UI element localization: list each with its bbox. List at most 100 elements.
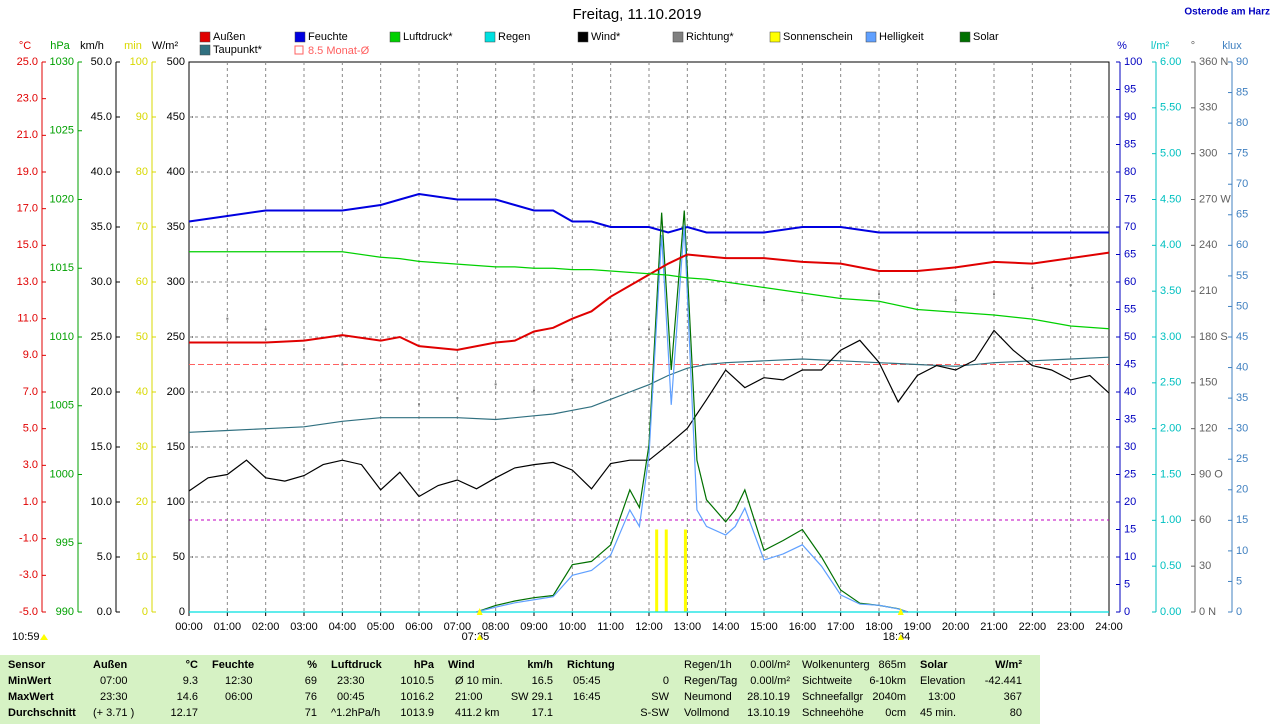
sunshine-bar	[683, 529, 687, 612]
y-tick-label: 50	[136, 331, 148, 343]
axis-unit: W/m²	[152, 40, 179, 52]
y-tick-label: 0	[1236, 606, 1242, 618]
table-cell: 12:30	[225, 675, 253, 687]
direction-dot	[264, 328, 267, 331]
x-tick-label: 21:00	[980, 621, 1008, 633]
y-tick-label: 25	[1236, 453, 1248, 465]
y-tick-label: 200	[167, 386, 185, 398]
y-tick-label: -3.0	[19, 569, 38, 581]
y-tick-label: 500	[167, 56, 185, 68]
series-line	[188, 192, 1109, 234]
table-cell: Richtung	[567, 659, 615, 671]
y-tick-label: 4.50	[1160, 193, 1181, 205]
legend-label: Luftdruck*	[403, 31, 453, 43]
y-tick-label: 1.00	[1160, 514, 1181, 526]
x-tick-label: 04:00	[329, 621, 357, 633]
y-tick-label: 2.00	[1160, 423, 1181, 435]
y-tick-label: 1030	[50, 56, 74, 68]
x-tick-label: 13:00	[674, 621, 702, 633]
y-tick-label: 70	[1236, 178, 1248, 190]
direction-dot	[686, 308, 689, 311]
table-cell: Luftdruck	[331, 659, 383, 671]
y-tick-label: 80	[1236, 117, 1248, 129]
table-cell: 1016.2	[400, 691, 434, 703]
direction-dot	[839, 294, 842, 297]
table-cell: Vollmond	[684, 707, 729, 719]
table-cell: Schneehöhe	[802, 707, 864, 719]
location: Osterode am Harz	[1184, 7, 1270, 18]
y-tick-label: 350	[167, 221, 185, 233]
y-tick-label: 17.0	[17, 203, 38, 215]
y-tick-label: 300	[167, 276, 185, 288]
y-tick-label: 450	[167, 111, 185, 123]
y-tick-label: 120	[1199, 423, 1217, 435]
table-cell: 45 min.	[920, 707, 956, 719]
y-tick-label: 55	[1236, 270, 1248, 282]
y-tick-label: 70	[1124, 221, 1136, 233]
table-cell: 80	[1010, 707, 1022, 719]
y-tick-label: 30	[1236, 423, 1248, 435]
direction-dot	[571, 378, 574, 381]
table-cell: Wind	[448, 659, 475, 671]
table-cell: 367	[1004, 691, 1022, 703]
y-tick-label: 3.0	[23, 459, 38, 471]
y-tick-label: 60	[1236, 239, 1248, 251]
y-tick-label: 0	[179, 606, 185, 618]
y-tick-label: 60	[1199, 514, 1211, 526]
y-tick-label: 25.0	[17, 56, 38, 68]
y-tick-label: 45	[1124, 358, 1136, 370]
y-tick-label: 2.50	[1160, 377, 1181, 389]
table-cell: km/h	[527, 659, 553, 671]
legend-swatch	[865, 31, 877, 43]
table-cell: 23:30	[100, 691, 128, 703]
y-tick-label: 65	[1124, 248, 1136, 260]
table-cell: 06:00	[225, 691, 253, 703]
direction-dot	[418, 403, 420, 406]
y-tick-label: 5.00	[1160, 148, 1181, 160]
y-tick-label: 4.00	[1160, 239, 1181, 251]
y-tick-label: 75	[1236, 148, 1248, 160]
direction-dot	[494, 383, 497, 386]
table-cell: 0.00l/m²	[750, 675, 790, 687]
series-line	[188, 329, 1110, 498]
y-tick-label: 30	[1124, 441, 1136, 453]
sunshine-icon	[40, 634, 48, 640]
x-tick-label: 15:00	[750, 621, 778, 633]
series-line	[476, 210, 908, 613]
y-tick-label: 5.0	[97, 551, 112, 563]
legend-label: Wind*	[591, 31, 621, 43]
sun-time: 18:34	[883, 631, 911, 643]
x-tick-label: 01:00	[214, 621, 242, 633]
y-tick-label: 45	[1236, 331, 1248, 343]
y-tick-label: 360 N	[1199, 56, 1228, 68]
x-tick-label: 08:00	[482, 621, 510, 633]
table-cell: 1010.5	[400, 675, 434, 687]
table-cell: 0.00l/m²	[750, 659, 790, 671]
direction-dot	[763, 299, 765, 302]
y-tick-label: 80	[136, 166, 148, 178]
direction-dot	[188, 323, 190, 326]
y-tick-label: 35	[1124, 413, 1136, 425]
table-cell: Ø 10 min.	[455, 675, 503, 687]
table-cell: 00:45	[337, 691, 365, 703]
table-cell: 71	[305, 707, 317, 719]
y-tick-label: 300	[1199, 148, 1217, 160]
x-tick-label: 17:00	[827, 621, 855, 633]
legend-swatch	[672, 31, 684, 43]
direction-dot	[878, 293, 880, 296]
table-cell: hPa	[414, 659, 435, 671]
legend-swatch	[484, 31, 496, 43]
y-tick-label: 20	[1236, 484, 1248, 496]
y-tick-label: 30	[136, 441, 148, 453]
y-tick-label: 100	[1124, 56, 1142, 68]
direction-dot	[1069, 284, 1072, 287]
table-cell: SW	[651, 691, 669, 703]
axis-unit: km/h	[80, 40, 104, 52]
chart-title: Freitag, 11.10.2019	[573, 6, 702, 23]
series-line	[189, 251, 1110, 351]
axis-unit: °	[1191, 40, 1195, 52]
legend-label: Richtung*	[686, 31, 734, 43]
x-tick-label: 23:00	[1057, 621, 1085, 633]
direction-dot	[533, 389, 535, 392]
table-cell: 13:00	[928, 691, 956, 703]
